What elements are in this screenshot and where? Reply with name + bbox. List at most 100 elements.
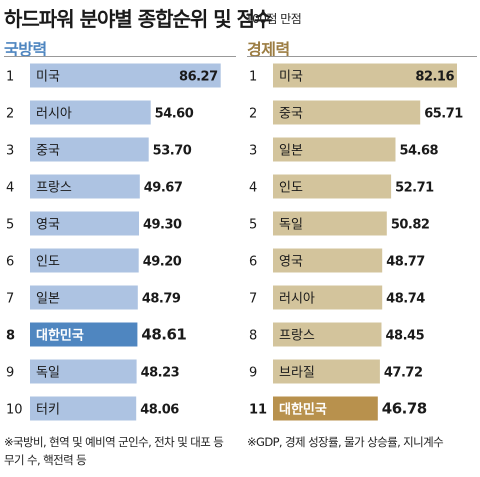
value-label: 54.68	[399, 144, 438, 159]
value-label: 49.30	[143, 218, 182, 233]
bar-row: 3 일본 54.68	[249, 137, 439, 162]
rank-label: 3	[6, 144, 14, 159]
rank-label: 9	[249, 366, 257, 381]
defense-panel: 1 미국 86.27 2 러시아 54.60 3 중국 53.70 4 프랑스 49.67 5 영국 49.…	[4, 57, 234, 427]
economy-panel: 1 미국 82.16 2 중국 65.71 3 일본 54.68 4 인도 52.71 5 독일 50.82…	[247, 57, 477, 427]
rank-label: 2	[249, 107, 257, 122]
bar-row: 6 영국 48.77	[249, 248, 426, 273]
bar	[273, 322, 382, 347]
rank-label: 7	[249, 292, 257, 307]
bar	[273, 248, 383, 273]
rank-label: 4	[6, 181, 14, 196]
category-label: 미국	[279, 70, 303, 85]
economy-divider	[247, 56, 477, 57]
value-label: 49.20	[143, 255, 182, 270]
category-label: 독일	[279, 218, 303, 233]
category-label: 프랑스	[36, 181, 72, 196]
category-label: 대한민국	[36, 328, 84, 344]
category-label: 프랑스	[279, 329, 315, 344]
bar-row: 1 미국 86.27	[6, 63, 221, 88]
bar	[273, 63, 457, 88]
bar-row: 8 프랑스 48.45	[249, 322, 425, 347]
rank-label: 8	[6, 329, 15, 344]
value-label: 86.27	[179, 70, 218, 85]
bar	[273, 174, 392, 199]
bar-row: 7 일본 48.79	[6, 285, 181, 310]
rank-label: 8	[249, 329, 257, 344]
bar-row: 11 대한민국 46.78	[249, 396, 427, 421]
value-label: 47.72	[384, 366, 423, 381]
value-label: 48.61	[141, 326, 186, 344]
value-label: 48.77	[386, 255, 425, 270]
bar-row: 6 인도 49.20	[6, 248, 182, 273]
rank-label: 6	[249, 255, 257, 270]
chart-subtitle: 100점 만점	[245, 12, 302, 26]
rank-label: 5	[249, 218, 257, 233]
rank-label: 4	[249, 181, 257, 196]
bar	[30, 359, 137, 384]
bar-row: 9 브라질 47.72	[249, 359, 423, 384]
bar	[30, 137, 149, 162]
bar	[30, 396, 137, 421]
bar-row: 1 미국 82.16	[249, 63, 457, 88]
category-label: 일본	[36, 292, 60, 307]
category-label: 영국	[279, 255, 303, 270]
defense-divider	[4, 56, 236, 57]
rank-label: 1	[249, 70, 257, 85]
value-label: 82.16	[415, 70, 454, 85]
bar-row: 4 프랑스 49.67	[6, 174, 183, 199]
rank-label: 1	[6, 70, 14, 85]
bar-row: 2 러시아 54.60	[6, 100, 194, 125]
category-label: 인도	[36, 255, 60, 270]
bar	[30, 322, 138, 347]
category-label: 인도	[279, 181, 303, 196]
category-label: 브라질	[279, 366, 315, 381]
value-label: 49.67	[144, 181, 183, 196]
bar-row: 3 중국 53.70	[6, 137, 192, 162]
bar	[30, 285, 138, 310]
bar-row: 4 인도 52.71	[249, 174, 435, 199]
bar-row: 10 터키 48.06	[6, 396, 180, 421]
category-label: 터키	[36, 403, 60, 418]
category-label: 러시아	[36, 107, 72, 122]
rank-label: 11	[249, 403, 267, 418]
category-label: 러시아	[279, 292, 315, 307]
category-label: 독일	[36, 366, 60, 381]
value-label: 46.78	[382, 400, 427, 418]
rank-label: 3	[249, 144, 257, 159]
chart-title: 하드파워 분야별 종합순위 및 점수	[4, 7, 272, 31]
category-label: 일본	[279, 144, 303, 159]
defense-bar-chart: 1 미국 86.27 2 러시아 54.60 3 중국 53.70 4 프랑스 49.67 5 영국 49.…	[6, 63, 221, 421]
value-label: 48.06	[140, 403, 179, 418]
economy-section-title: 경제력	[247, 40, 290, 59]
category-label: 대한민국	[279, 402, 327, 418]
bar	[273, 100, 421, 125]
bar	[273, 137, 396, 162]
value-label: 65.71	[424, 107, 463, 122]
defense-section-title: 국방력	[4, 40, 47, 59]
bar	[273, 285, 383, 310]
rank-label: 9	[6, 366, 14, 381]
value-label: 48.79	[142, 292, 181, 307]
bar	[30, 174, 140, 199]
rank-label: 2	[6, 107, 14, 122]
bar-row: 7 러시아 48.74	[249, 285, 426, 310]
rank-label: 10	[6, 403, 23, 418]
bar-row: 9 독일 48.23	[6, 359, 180, 384]
value-label: 48.74	[386, 292, 425, 307]
bar-row: 5 독일 50.82	[249, 211, 430, 236]
economy-footnote: ※GDP, 경제 성장률, 물가 상승률, 지니계수	[247, 435, 444, 449]
defense-footnote: ※국방비, 현역 및 예비역 군인수, 전차 및 대포 등 무기 수, 핵전력 …	[4, 435, 224, 467]
bar-row: 5 영국 49.30	[6, 211, 183, 236]
value-label: 53.70	[153, 144, 192, 159]
bar-row: 8 대한민국 48.61	[6, 322, 187, 347]
value-label: 50.82	[391, 218, 430, 233]
category-label: 중국	[279, 107, 303, 122]
value-label: 54.60	[155, 107, 194, 122]
value-label: 48.45	[386, 329, 425, 344]
rank-label: 7	[6, 292, 14, 307]
value-label: 52.71	[395, 181, 434, 196]
category-label: 미국	[36, 70, 60, 85]
category-label: 영국	[36, 218, 60, 233]
value-label: 48.23	[141, 366, 180, 381]
